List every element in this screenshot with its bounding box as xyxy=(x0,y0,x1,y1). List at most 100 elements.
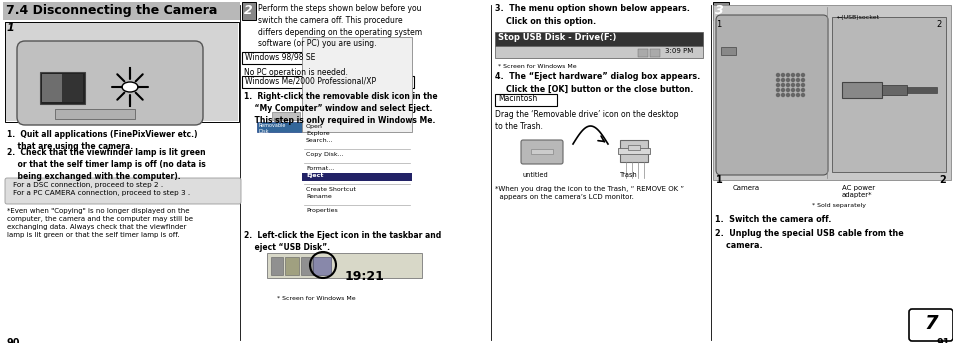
Text: 3.  The menu option shown below appears.
    Click on this option.: 3. The menu option shown below appears. … xyxy=(495,4,689,25)
Bar xyxy=(495,46,702,58)
Bar xyxy=(5,22,19,36)
Bar xyxy=(285,257,298,275)
Circle shape xyxy=(785,79,789,82)
Bar xyxy=(271,257,283,275)
Text: 19:21: 19:21 xyxy=(345,270,384,283)
Bar xyxy=(712,5,950,180)
FancyBboxPatch shape xyxy=(520,140,562,164)
Text: *Even when "Copying" is no longer displayed on the
computer, the camera and the : *Even when "Copying" is no longer displa… xyxy=(7,208,193,238)
Text: Perform the steps shown below before you
switch the camera off. This procedure
d: Perform the steps shown below before you… xyxy=(257,4,421,48)
Text: 1: 1 xyxy=(716,175,722,185)
Text: Camera: Camera xyxy=(732,185,760,191)
Text: Removable
Disk: Removable Disk xyxy=(258,123,286,134)
Bar xyxy=(619,140,647,162)
Circle shape xyxy=(791,73,794,76)
Bar xyxy=(274,118,280,122)
Circle shape xyxy=(801,83,803,86)
Bar xyxy=(242,76,414,88)
Bar xyxy=(627,145,639,150)
Text: *When you drag the icon to the Trash, “ REMOVE OK ”
  appears on the camera’s LC: *When you drag the icon to the Trash, “ … xyxy=(495,186,683,200)
Ellipse shape xyxy=(122,82,138,92)
Text: No PC operation is needed.: No PC operation is needed. xyxy=(244,68,348,77)
Circle shape xyxy=(776,88,779,92)
Circle shape xyxy=(791,94,794,96)
Bar xyxy=(649,49,659,57)
Bar xyxy=(831,17,945,172)
Circle shape xyxy=(801,94,803,96)
Circle shape xyxy=(801,73,803,76)
Bar xyxy=(42,74,62,102)
Circle shape xyxy=(796,94,799,96)
Bar xyxy=(267,253,421,278)
FancyBboxPatch shape xyxy=(17,41,203,125)
Circle shape xyxy=(781,79,783,82)
Text: Windows 98/98 SE: Windows 98/98 SE xyxy=(245,52,315,61)
Bar xyxy=(5,22,239,122)
Circle shape xyxy=(776,73,779,76)
Bar xyxy=(841,82,882,98)
Circle shape xyxy=(791,79,794,82)
Circle shape xyxy=(785,88,789,92)
Text: untitled: untitled xyxy=(522,172,548,178)
Circle shape xyxy=(776,79,779,82)
Text: 90: 90 xyxy=(7,338,20,343)
Text: 1: 1 xyxy=(7,23,14,33)
Bar xyxy=(638,49,647,57)
FancyBboxPatch shape xyxy=(908,309,952,341)
Text: 1.  Right-click the removable disk icon in the
    “My Computer” window and sele: 1. Right-click the removable disk icon i… xyxy=(244,92,437,125)
Bar xyxy=(3,2,240,20)
Circle shape xyxy=(781,73,783,76)
Bar xyxy=(6,23,237,121)
Circle shape xyxy=(796,83,799,86)
Bar xyxy=(242,52,359,64)
Bar xyxy=(40,72,85,104)
Text: 3:09 PM: 3:09 PM xyxy=(664,48,693,54)
Bar xyxy=(882,85,906,95)
Circle shape xyxy=(781,88,783,92)
Text: Trash: Trash xyxy=(619,172,638,178)
Text: Explore: Explore xyxy=(306,131,330,136)
Bar xyxy=(256,122,302,132)
Circle shape xyxy=(796,88,799,92)
Text: 2.  Unplug the special USB cable from the
    camera.: 2. Unplug the special USB cable from the… xyxy=(714,229,902,250)
Text: 2.  Left-click the Eject icon in the taskbar and
    eject “USB Disk”.: 2. Left-click the Eject icon in the task… xyxy=(244,231,441,252)
Circle shape xyxy=(781,83,783,86)
Circle shape xyxy=(781,94,783,96)
Text: 91: 91 xyxy=(936,338,949,343)
Bar xyxy=(55,109,135,119)
Bar xyxy=(313,257,331,275)
Text: 2.  Check that the viewfinder lamp is lit green
    or that the self timer lamp : 2. Check that the viewfinder lamp is lit… xyxy=(7,148,206,181)
Text: * Sold separately: * Sold separately xyxy=(811,203,865,208)
Text: 4.  The “Eject hardware” dialog box appears.
    Click the [OK] button or the cl: 4. The “Eject hardware” dialog box appea… xyxy=(495,72,700,94)
Text: 1.  Quit all applications (FinePixViewer etc.)
    that are using the camera.: 1. Quit all applications (FinePixViewer … xyxy=(7,130,197,151)
Bar xyxy=(906,87,936,93)
Bar xyxy=(495,94,557,106)
Circle shape xyxy=(785,83,789,86)
Circle shape xyxy=(796,73,799,76)
Text: 1.  Switch the camera off.: 1. Switch the camera off. xyxy=(714,215,830,224)
Text: AC power
adapter*: AC power adapter* xyxy=(841,185,874,199)
Circle shape xyxy=(791,83,794,86)
Text: ←(USB)socket: ←(USB)socket xyxy=(836,15,880,20)
Circle shape xyxy=(785,73,789,76)
Text: 7.4 Disconnecting the Camera: 7.4 Disconnecting the Camera xyxy=(6,4,217,17)
Circle shape xyxy=(785,94,789,96)
Circle shape xyxy=(801,88,803,92)
Circle shape xyxy=(776,94,779,96)
Text: 7: 7 xyxy=(923,314,937,333)
Text: Stop USB Disk - Drive(F:): Stop USB Disk - Drive(F:) xyxy=(497,33,616,42)
Text: Macintosh: Macintosh xyxy=(497,94,537,103)
Bar xyxy=(301,257,313,275)
Bar xyxy=(618,148,649,154)
Text: Properties: Properties xyxy=(306,208,337,213)
Bar xyxy=(720,47,735,55)
Text: 2: 2 xyxy=(244,4,253,17)
Bar xyxy=(302,37,412,132)
Circle shape xyxy=(801,79,803,82)
Text: Eject: Eject xyxy=(306,173,323,178)
Text: Rename: Rename xyxy=(306,194,332,199)
Bar xyxy=(272,112,299,120)
Text: Drag the ‘Removable drive’ icon on the desktop
to the Trash.: Drag the ‘Removable drive’ icon on the d… xyxy=(495,110,678,131)
FancyBboxPatch shape xyxy=(716,15,827,175)
Text: Search...: Search... xyxy=(306,138,334,143)
